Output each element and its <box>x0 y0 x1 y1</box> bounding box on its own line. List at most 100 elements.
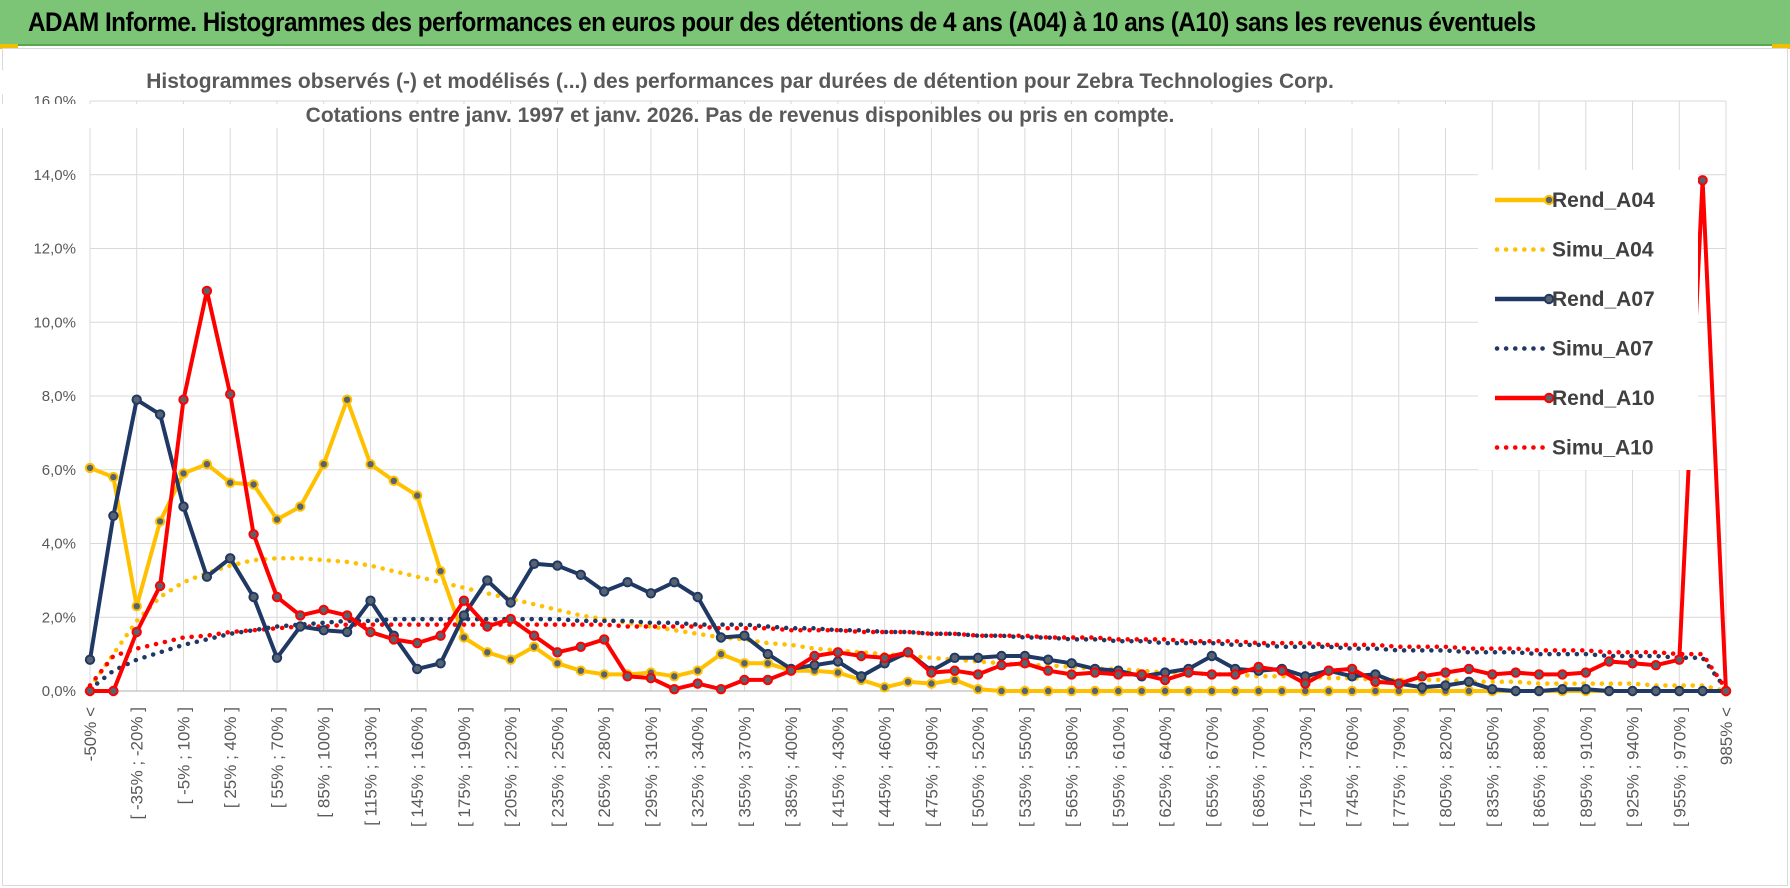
legend-marker-rend-a10 <box>1543 392 1555 404</box>
data-point-rend-a10 <box>1113 669 1124 680</box>
data-point-rend-a07 <box>645 588 657 599</box>
data-point-rend-a10 <box>1183 667 1194 678</box>
x-tick-label: [ 625% ; 640% ] <box>1156 707 1175 827</box>
x-tick-label: [ 385% ; 400% ] <box>782 707 801 827</box>
data-point-rend-a07 <box>318 625 329 636</box>
y-tick-label: 0,0% <box>42 683 76 700</box>
data-point-rend-a04 <box>201 459 213 470</box>
x-tick-label: [ 505% ; 520% ] <box>969 707 988 827</box>
data-point-rend-a07 <box>552 560 563 571</box>
legend-box <box>1478 170 1698 470</box>
data-point-rend-a10 <box>271 591 283 603</box>
data-point-rend-a10 <box>412 637 423 649</box>
data-point-rend-a04 <box>762 658 773 669</box>
y-tick-label: 2,0% <box>42 609 76 626</box>
x-tick-label: [ 595% ; 610% ] <box>1109 707 1128 827</box>
data-point-rend-a10 <box>1253 661 1264 673</box>
data-point-rend-a07 <box>599 586 610 597</box>
data-point-rend-a07 <box>575 569 586 580</box>
x-tick-label: [ 295% ; 310% ] <box>642 707 661 827</box>
data-point-rend-a10 <box>1603 656 1615 667</box>
x-tick-label: [ 205% ; 220% ] <box>502 707 521 827</box>
data-point-rend-a04 <box>1370 685 1381 697</box>
data-point-rend-a04 <box>528 641 540 652</box>
data-point-rend-a07 <box>739 630 750 641</box>
x-tick-label: [ 415% ; 430% ] <box>829 707 848 827</box>
legend-label-rend-a07: Rend_A07 <box>1552 288 1655 311</box>
data-point-rend-a10 <box>1066 669 1077 680</box>
corner-accent-left <box>0 44 18 49</box>
data-point-rend-a07 <box>505 597 516 608</box>
legend-label-simu-a07: Simu_A07 <box>1552 338 1654 361</box>
data-point-rend-a04 <box>388 475 399 486</box>
x-tick-label: 985% < <box>1717 707 1736 765</box>
data-point-rend-a10 <box>1159 674 1171 686</box>
data-point-rend-a07 <box>1603 685 1615 697</box>
x-tick-label: [ 745% ; 760% ] <box>1343 707 1362 827</box>
data-point-rend-a10 <box>131 626 142 638</box>
data-point-rend-a10 <box>108 685 119 697</box>
data-point-rend-a07 <box>1557 684 1568 695</box>
x-tick-label: [ 925% ; 940% ] <box>1624 707 1643 827</box>
data-point-rend-a07 <box>341 626 353 638</box>
data-point-rend-a04 <box>1019 685 1031 697</box>
data-point-rend-a10 <box>809 650 820 662</box>
data-point-rend-a04 <box>1206 685 1218 697</box>
data-point-rend-a10 <box>1720 685 1732 697</box>
data-point-rend-a04 <box>435 566 446 577</box>
data-point-rend-a04 <box>692 665 703 676</box>
data-point-rend-a04 <box>271 514 283 525</box>
x-tick-label: [ -5% ; 10% ] <box>174 707 193 804</box>
x-tick-label: [ 655% ; 670% ] <box>1203 707 1222 827</box>
x-tick-label: [ 685% ; 700% ] <box>1250 707 1269 827</box>
corner-accent-right <box>1772 44 1790 49</box>
y-tick-label: 8,0% <box>42 388 76 405</box>
data-point-rend-a04 <box>669 671 680 682</box>
data-point-rend-a07 <box>1440 680 1451 691</box>
data-point-rend-a07 <box>1510 685 1521 697</box>
data-point-rend-a07 <box>178 501 189 512</box>
x-tick-label: [ 55% ; 70% ] <box>268 707 287 808</box>
data-point-rend-a10 <box>1674 654 1685 665</box>
data-point-rend-a04 <box>996 685 1007 697</box>
series-layer <box>84 175 1732 697</box>
data-point-rend-a07 <box>295 621 306 632</box>
data-point-rend-a07 <box>1463 676 1475 687</box>
x-tick-label: [ 175% ; 190% ] <box>455 707 474 827</box>
data-point-rend-a07 <box>1650 685 1662 697</box>
series-line-simu-a04 <box>87 556 1729 694</box>
data-point-rend-a04 <box>1463 685 1475 697</box>
data-point-rend-a10 <box>388 634 399 645</box>
x-tick-label: [ 715% ; 730% ] <box>1296 707 1315 827</box>
x-tick-label: [ 955% ; 970% ] <box>1670 707 1689 827</box>
data-point-rend-a10 <box>1487 669 1498 680</box>
chart-title: Histogrammes observés (-) et modélisés (… <box>0 70 1480 94</box>
data-point-rend-a10 <box>528 630 540 641</box>
data-point-rend-a07 <box>365 595 376 606</box>
data-point-rend-a10 <box>832 647 844 658</box>
data-point-rend-a04 <box>318 459 329 470</box>
data-point-rend-a10 <box>1627 658 1638 669</box>
data-point-rend-a07 <box>458 610 470 621</box>
data-point-rend-a04 <box>154 516 166 527</box>
x-tick-label: [ 445% ; 460% ] <box>876 707 895 827</box>
data-point-rend-a10 <box>1650 660 1662 671</box>
data-point-rend-a04 <box>1230 685 1241 697</box>
data-point-rend-a10 <box>458 595 470 606</box>
data-point-rend-a07 <box>412 663 423 675</box>
data-point-rend-a10 <box>482 621 493 632</box>
x-tick-label: [ 145% ; 160% ] <box>408 707 427 827</box>
data-point-rend-a07 <box>108 510 119 521</box>
data-point-rend-a04 <box>178 468 189 479</box>
x-tick-label: -50% < <box>81 707 100 761</box>
data-point-rend-a04 <box>575 665 586 676</box>
legend-marker-rend-a04 <box>1543 194 1555 206</box>
data-point-rend-a07 <box>1580 684 1592 695</box>
data-point-rend-a04 <box>131 601 142 612</box>
data-point-rend-a04 <box>949 674 960 686</box>
data-point-rend-a04 <box>739 658 750 669</box>
data-point-rend-a04 <box>832 667 844 678</box>
data-point-rend-a07 <box>528 558 540 569</box>
data-point-rend-a10 <box>1417 671 1428 682</box>
